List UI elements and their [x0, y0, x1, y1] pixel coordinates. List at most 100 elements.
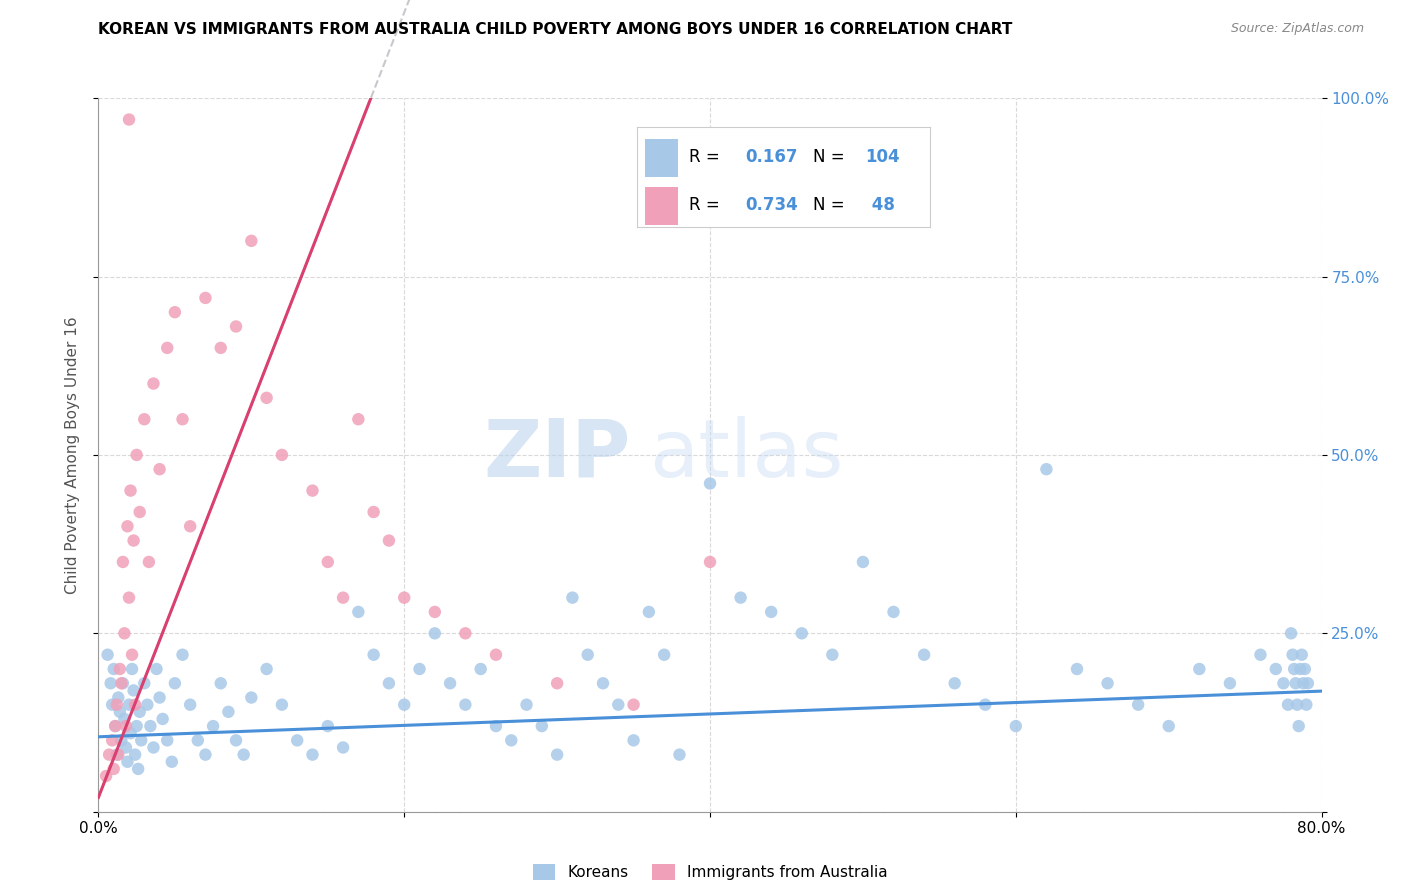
Point [110, 676, 132, 690]
Point [225, 733, 247, 747]
Point [115, 719, 138, 733]
Point [1288, 719, 1310, 733]
Point [105, 698, 128, 712]
Point [97, 648, 120, 662]
Point [121, 662, 143, 676]
Point [101, 698, 124, 712]
Point [103, 662, 125, 676]
Point [110, 733, 132, 747]
Point [172, 648, 194, 662]
Point [883, 605, 905, 619]
Point [118, 112, 141, 127]
Point [1004, 719, 1026, 733]
Point [120, 483, 142, 498]
Point [194, 747, 217, 762]
Point [790, 626, 813, 640]
Point [129, 733, 152, 747]
Point [107, 690, 129, 705]
Point [172, 412, 194, 426]
Point [347, 412, 370, 426]
Point [1188, 662, 1211, 676]
Point [127, 762, 149, 776]
Point [139, 719, 162, 733]
Point [179, 698, 201, 712]
Point [128, 505, 150, 519]
Point [160, 755, 183, 769]
Point [1264, 662, 1286, 676]
Text: atlas: atlas [650, 416, 844, 494]
Point [240, 690, 263, 705]
Point [423, 605, 446, 619]
Point [1219, 676, 1241, 690]
Point [470, 662, 492, 676]
Point [104, 719, 127, 733]
Point [623, 698, 645, 712]
Point [142, 376, 165, 391]
Point [439, 676, 461, 690]
Point [561, 591, 583, 605]
Point [179, 519, 201, 533]
Point [105, 747, 128, 762]
Point [943, 676, 966, 690]
Point [912, 648, 935, 662]
Point [111, 555, 134, 569]
Point [217, 705, 239, 719]
Point [1289, 662, 1312, 676]
Point [107, 747, 129, 762]
Point [623, 733, 645, 747]
Point [101, 733, 124, 747]
Point [316, 555, 339, 569]
Point [1295, 698, 1317, 712]
Point [115, 740, 138, 755]
Point [112, 626, 135, 640]
Point [501, 733, 523, 747]
Text: KOREAN VS IMMIGRANTS FROM AUSTRALIA CHILD POVERTY AMONG BOYS UNDER 16 CORRELATIO: KOREAN VS IMMIGRANTS FROM AUSTRALIA CHIL… [98, 22, 1012, 37]
Point [94, 769, 117, 783]
Point [117, 519, 139, 533]
Point [1157, 719, 1180, 733]
Point [134, 412, 156, 426]
Point [256, 391, 278, 405]
Point [485, 648, 508, 662]
Point [125, 448, 148, 462]
Point [974, 698, 997, 712]
Point [699, 476, 721, 491]
Point [1066, 662, 1088, 676]
Point [118, 698, 141, 712]
Point [516, 698, 538, 712]
Point [163, 676, 186, 690]
Point [240, 234, 263, 248]
Point [134, 676, 156, 690]
Point [270, 448, 292, 462]
Point [121, 648, 143, 662]
Point [423, 626, 446, 640]
Text: Source: ZipAtlas.com: Source: ZipAtlas.com [1230, 22, 1364, 36]
Point [128, 705, 150, 719]
Point [1035, 462, 1057, 476]
Point [125, 719, 148, 733]
Point [652, 648, 675, 662]
Point [1285, 676, 1308, 690]
Point [202, 719, 225, 733]
Point [1128, 698, 1150, 712]
Point [301, 483, 323, 498]
Point [347, 605, 370, 619]
Point [122, 683, 145, 698]
Point [1277, 698, 1299, 712]
Point [104, 719, 127, 733]
Point [194, 291, 217, 305]
Point [1294, 662, 1316, 676]
Point [1249, 648, 1271, 662]
Point [378, 533, 401, 548]
Point [152, 712, 174, 726]
Point [124, 747, 146, 762]
Point [136, 698, 159, 712]
Point [256, 662, 278, 676]
Point [592, 676, 614, 690]
Point [759, 605, 782, 619]
Point [607, 698, 630, 712]
Point [103, 762, 125, 776]
Point [392, 591, 416, 605]
Point [852, 555, 875, 569]
Point [1282, 662, 1305, 676]
